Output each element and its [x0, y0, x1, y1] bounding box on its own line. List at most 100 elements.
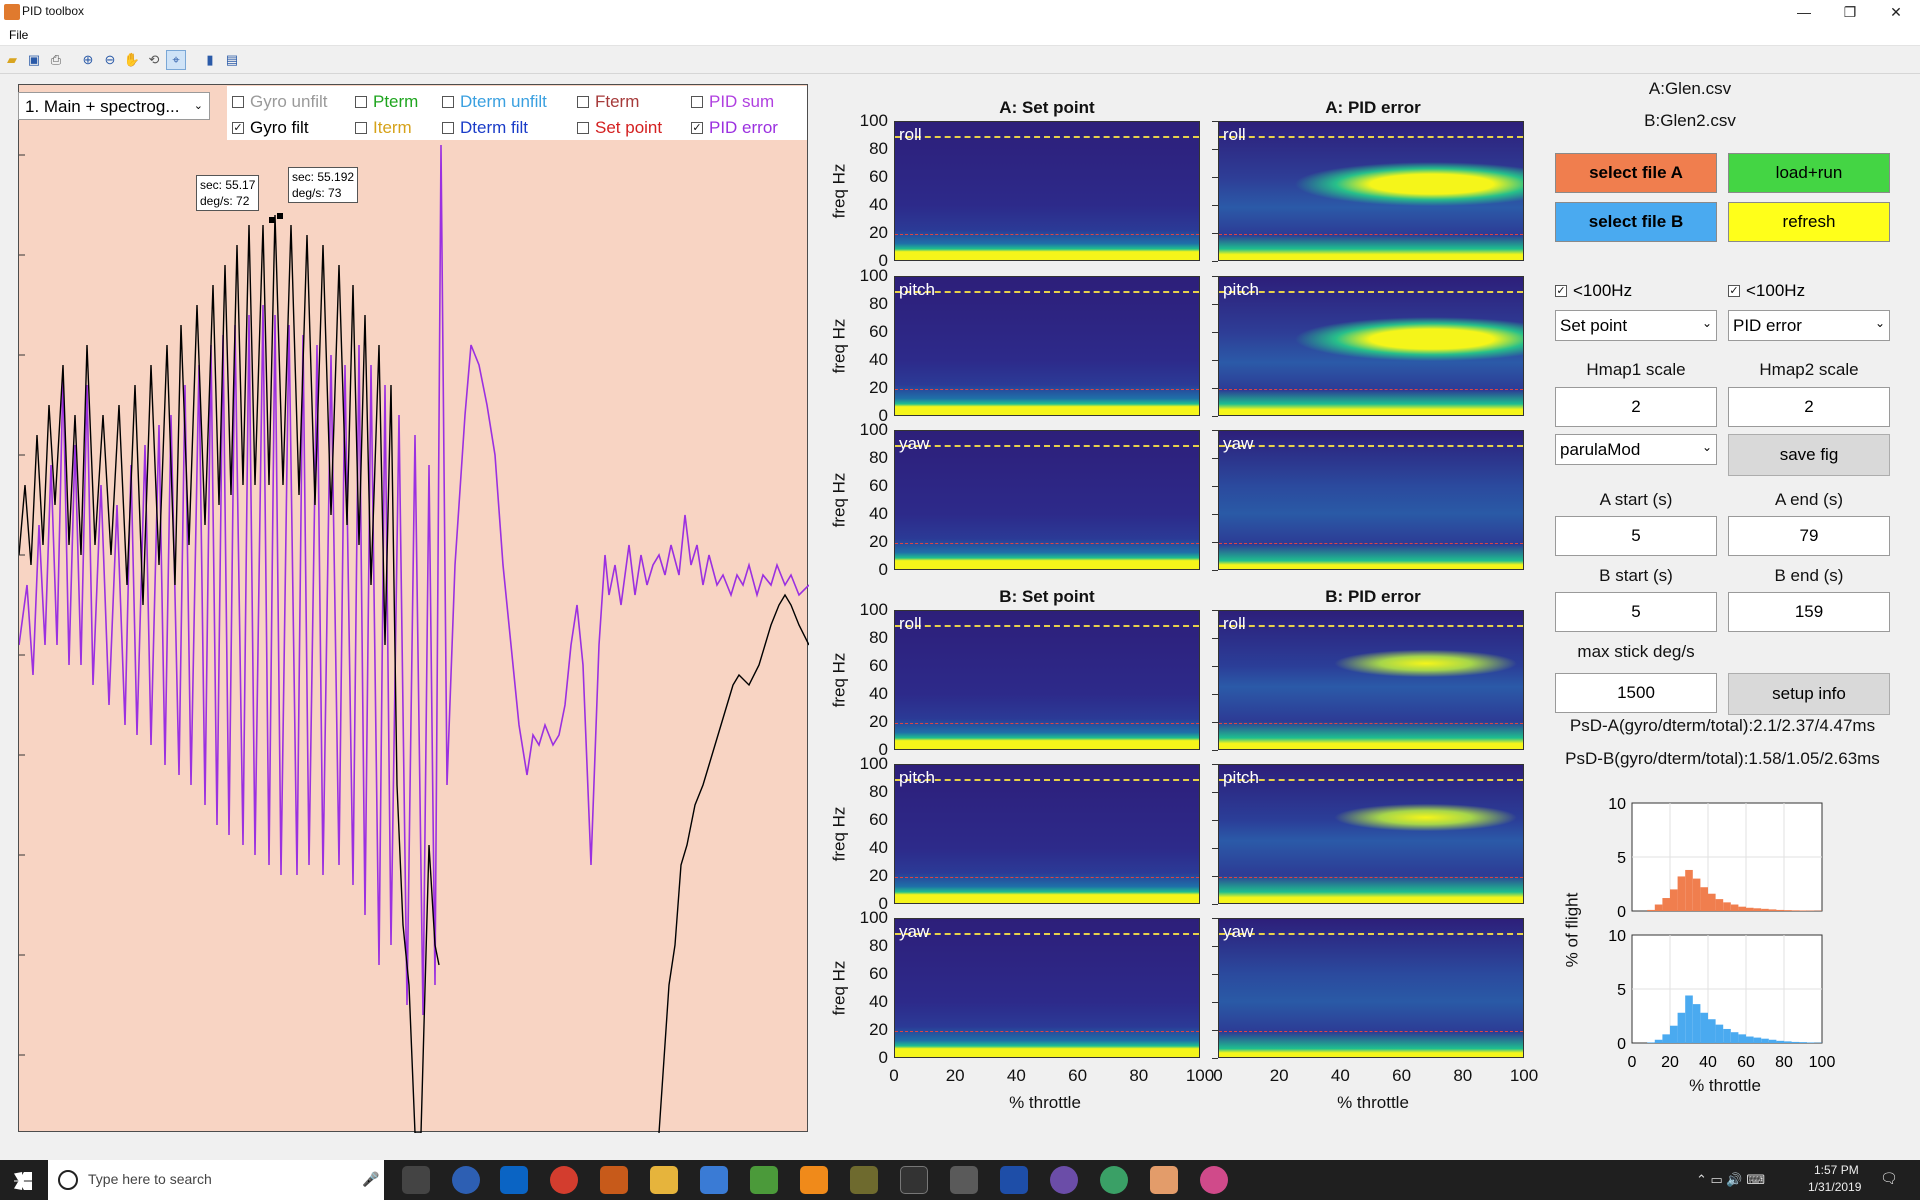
legend-checkbox[interactable] [232, 96, 244, 108]
menu-file[interactable]: File [9, 28, 29, 42]
legend-checkbox[interactable] [691, 96, 703, 108]
datatip-2-value: deg/s: 73 [292, 186, 342, 200]
powershell-icon[interactable] [1000, 1166, 1028, 1194]
hmap1-scale-input[interactable]: 2 [1555, 387, 1717, 427]
spectrogram-panel[interactable]: roll [894, 121, 1200, 261]
save-icon[interactable]: ▣ [27, 52, 41, 67]
spectrogram-panel[interactable]: pitch [1218, 764, 1524, 904]
app-icon-1[interactable] [452, 1166, 480, 1194]
print-icon[interactable]: ⎙ [50, 52, 62, 67]
vlc-icon[interactable] [800, 1166, 828, 1194]
colormap-select[interactable]: parulaMod ⌄ [1555, 434, 1717, 465]
app-icon-8[interactable] [1200, 1166, 1228, 1194]
histogram-bar [1647, 1042, 1655, 1043]
clock-date[interactable]: 1/31/2019 [1808, 1180, 1862, 1194]
legend-checkbox[interactable]: ✓ [691, 122, 703, 134]
heatmap1-signal-select[interactable]: Set point ⌄ [1555, 310, 1717, 341]
notifications-icon[interactable]: 🗨 [1880, 1170, 1898, 1186]
spectrogram-panel[interactable]: pitch [894, 764, 1200, 904]
colorbar-icon[interactable]: ▮ [206, 52, 214, 67]
legend-pid-error[interactable]: ✓ PID error [691, 118, 778, 137]
lt100hz-a-checkbox[interactable]: ✓ <100Hz [1555, 281, 1633, 300]
data-cursor-icon[interactable]: ⌖ [166, 50, 186, 70]
a-end-input[interactable]: 79 [1728, 516, 1890, 556]
checkbox[interactable]: ✓ [1728, 285, 1740, 297]
matlab-icon[interactable] [600, 1166, 628, 1194]
minimize-button[interactable]: — [1797, 4, 1811, 20]
terminal-icon[interactable] [900, 1166, 928, 1194]
system-tray-icons[interactable]: ⌃ ▭ 🔊 ⌨ [1696, 1172, 1765, 1187]
legend-iterm[interactable]: Iterm [355, 118, 412, 138]
legend-gyro-unfilt[interactable]: Gyro unfilt [232, 92, 327, 112]
legend-pterm[interactable]: Pterm [355, 92, 418, 112]
setup-info-button[interactable]: setup info [1728, 673, 1890, 715]
legend-checkbox[interactable] [355, 96, 367, 108]
zoom-in-icon[interactable]: ⊕ [82, 52, 94, 67]
save-fig-button[interactable]: save fig [1728, 434, 1890, 476]
chrome-icon[interactable] [550, 1166, 578, 1194]
spectrogram-panel[interactable]: pitch [1218, 276, 1524, 416]
spectrogram-panel[interactable]: roll [894, 610, 1200, 750]
spectrogram-panel[interactable]: yaw [1218, 430, 1524, 570]
clock-time[interactable]: 1:57 PM [1814, 1163, 1859, 1177]
max-stick-input[interactable]: 1500 [1555, 673, 1717, 713]
explorer-icon[interactable] [650, 1166, 678, 1194]
select-file-a-button[interactable]: select file A [1555, 153, 1717, 193]
legend-pid-sum[interactable]: PID sum [691, 92, 774, 112]
legend-checkbox[interactable] [577, 96, 589, 108]
app-icon-4[interactable] [950, 1166, 978, 1194]
app-icon-7[interactable] [1150, 1166, 1178, 1194]
select-file-b-button[interactable]: select file B [1555, 202, 1717, 242]
start-icon[interactable] [14, 1172, 32, 1190]
close-button[interactable]: ✕ [1890, 3, 1902, 20]
legend-dterm-unfilt[interactable]: Dterm unfilt [442, 92, 547, 112]
hmap2-scale-input[interactable]: 2 [1728, 387, 1890, 427]
outlook-icon[interactable] [500, 1166, 528, 1194]
refresh-button[interactable]: refresh [1728, 202, 1890, 242]
checkbox[interactable]: ✓ [1555, 285, 1567, 297]
zoom-out-icon[interactable]: ⊖ [104, 52, 116, 67]
legend-checkbox[interactable]: ✓ [232, 122, 244, 134]
spectrogram-panel[interactable]: yaw [894, 918, 1200, 1058]
b-start-input[interactable]: 5 [1555, 592, 1717, 632]
load-run-button[interactable]: load+run [1728, 153, 1890, 193]
spectrogram-panel[interactable]: roll [1218, 610, 1524, 750]
spectrogram-panel[interactable]: roll [1218, 121, 1524, 261]
b-end-input[interactable]: 159 [1728, 592, 1890, 632]
app-icon-2[interactable] [700, 1166, 728, 1194]
taskbar-search[interactable]: Type here to search 🎤 [48, 1160, 384, 1200]
legend-checkbox[interactable] [355, 122, 367, 134]
legend-dterm-filt[interactable]: Dterm filt [442, 118, 528, 138]
open-icon[interactable]: ▰ [7, 52, 17, 67]
legend-icon[interactable]: ▤ [225, 52, 239, 67]
app-icon-6[interactable] [1100, 1166, 1128, 1194]
axis-row-label: pitch [1223, 768, 1259, 787]
legend-set-point[interactable]: Set point [577, 118, 662, 138]
y-tick-mark [1212, 792, 1218, 793]
rotate-icon[interactable]: ⟲ [148, 52, 160, 67]
datatip-marker-2[interactable] [277, 213, 283, 219]
spectrogram-panel[interactable]: yaw [894, 430, 1200, 570]
lt100hz-b-checkbox[interactable]: ✓ <100Hz [1728, 281, 1806, 300]
legend-fterm[interactable]: Fterm [577, 92, 639, 112]
time-series-plot[interactable]: sec: 55.17 deg/s: 72 sec: 55.192 deg/s: … [18, 84, 809, 1133]
legend-gyro-filt[interactable]: ✓ Gyro filt [232, 118, 309, 137]
pan-icon[interactable]: ✋ [123, 52, 141, 67]
app-icon-3[interactable] [850, 1166, 878, 1194]
histogram-bar [1685, 995, 1693, 1043]
restore-button[interactable]: ❐ [1843, 3, 1857, 20]
notepad-icon[interactable] [750, 1166, 778, 1194]
heatmap2-signal-select[interactable]: PID error ⌄ [1728, 310, 1890, 341]
legend-checkbox[interactable] [442, 122, 454, 134]
plot-mode-select[interactable]: 1. Main + spectrog... ⌄ [18, 92, 210, 120]
app-icon-5[interactable] [1050, 1166, 1078, 1194]
task-view-icon[interactable] [402, 1166, 430, 1194]
spectrogram-panel[interactable]: pitch [894, 276, 1200, 416]
datatip-marker-1[interactable] [269, 217, 275, 223]
datatip-1-sec: sec: 55.17 [200, 178, 256, 192]
legend-checkbox[interactable] [577, 122, 589, 134]
legend-checkbox[interactable] [442, 96, 454, 108]
spectrogram-panel[interactable]: yaw [1218, 918, 1524, 1058]
a-start-input[interactable]: 5 [1555, 516, 1717, 556]
